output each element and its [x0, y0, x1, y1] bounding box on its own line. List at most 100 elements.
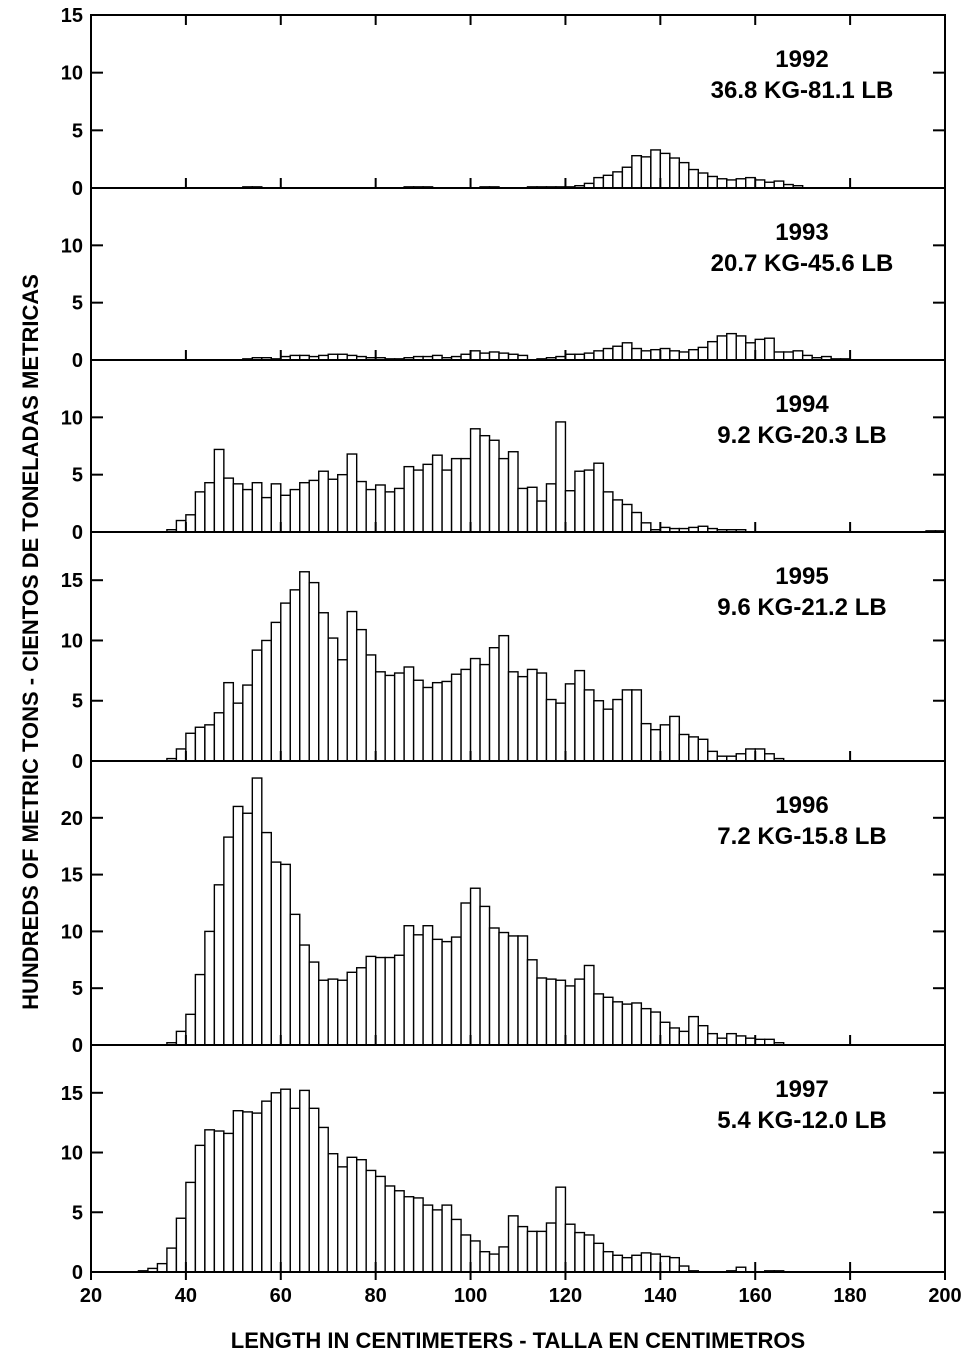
- bar-1993-134: [631, 347, 643, 361]
- panel-year-1996: 1996: [775, 792, 828, 819]
- bar-1995-70: [327, 637, 339, 762]
- panel-1996: 0 5 10 15 20 1996 7.2 KG-15.8 LB: [61, 760, 946, 1057]
- bar-1995-74: [346, 610, 358, 762]
- bar-1994-120: [564, 490, 576, 533]
- bar-1996-132: [621, 1003, 633, 1046]
- bar-1997-78: [365, 1169, 377, 1273]
- bar-1996-154: [726, 1032, 737, 1046]
- bar-1995-60: [280, 602, 291, 762]
- panel-weight-1993: 20.7 KG-45.6 LB: [711, 250, 894, 277]
- bar-1997-104: [488, 1253, 500, 1273]
- bar-1995-136: [640, 722, 652, 762]
- x-tick-label-100: 100: [454, 1285, 487, 1307]
- bar-1995-118: [555, 702, 567, 762]
- bar-1994-130: [612, 499, 624, 533]
- bar-1995-48: [223, 681, 235, 762]
- bar-1994-100: [469, 428, 481, 533]
- x-tick-label-40: 40: [175, 1285, 197, 1307]
- bar-1994-38: [175, 519, 187, 533]
- bar-1997-132: [621, 1256, 633, 1273]
- bar-1994-136: [640, 522, 652, 533]
- bar-1996-138: [650, 1011, 662, 1046]
- bar-1995-66: [308, 581, 320, 762]
- bar-1992-158: [745, 176, 756, 189]
- bar-1994-112: [526, 486, 538, 533]
- panel-weight-1996: 7.2 KG-15.8 LB: [717, 823, 886, 850]
- bar-1996-124: [583, 964, 595, 1046]
- bar-1996-116: [545, 978, 557, 1046]
- bar-1997-130: [612, 1254, 624, 1273]
- bar-1996-70: [327, 978, 339, 1046]
- y-tick-label-1994-5: 5: [72, 465, 83, 487]
- bar-1997-40: [185, 1181, 197, 1273]
- bar-1992-134: [631, 155, 643, 189]
- bar-1997-110: [517, 1225, 529, 1273]
- bar-1994-60: [280, 494, 291, 533]
- bar-1994-104: [488, 439, 500, 533]
- bar-1995-88: [412, 679, 424, 762]
- bar-1996-66: [308, 961, 320, 1046]
- bar-1992-146: [688, 168, 699, 189]
- bar-1993-130: [612, 345, 624, 361]
- bar-1996-144: [678, 1030, 690, 1046]
- bar-1993-150: [707, 340, 718, 361]
- bar-1996-82: [384, 956, 396, 1046]
- bar-1996-42: [194, 973, 206, 1046]
- bar-1993-124: [583, 352, 595, 361]
- y-tick-label-1995-15: 15: [61, 570, 83, 592]
- panel-weight-1997: 5.4 KG-12.0 LB: [717, 1107, 886, 1134]
- bar-1996-58: [270, 861, 282, 1046]
- bar-1997-52: [242, 1111, 254, 1273]
- bar-1997-48: [223, 1132, 235, 1273]
- y-tick-label-1992-10: 10: [61, 63, 83, 85]
- bar-1997-94: [441, 1204, 453, 1273]
- bar-1996-126: [593, 993, 605, 1046]
- bar-1997-98: [460, 1234, 472, 1273]
- bar-1996-80: [374, 956, 386, 1046]
- bar-1995-124: [583, 689, 595, 762]
- bar-1997-106: [498, 1246, 510, 1273]
- bar-1995-150: [707, 750, 718, 762]
- bar-1995-158: [745, 748, 756, 762]
- bar-1997-90: [422, 1204, 434, 1273]
- bar-1995-128: [602, 708, 614, 762]
- bar-1997-44: [204, 1129, 216, 1273]
- panel-frame-1997: [90, 1044, 946, 1273]
- bar-1995-120: [564, 683, 576, 762]
- bar-1995-46: [213, 712, 225, 762]
- y-tick-label-1994-0: 0: [72, 522, 83, 544]
- bar-1996-158: [745, 1037, 756, 1046]
- bar-1992-154: [726, 179, 737, 189]
- bar-1997-34: [156, 1262, 168, 1273]
- y-tick-label-1992-5: 5: [72, 120, 83, 142]
- bar-1996-94: [441, 940, 453, 1046]
- bar-1997-74: [346, 1156, 358, 1273]
- bar-1992-126: [593, 176, 605, 189]
- bar-1994-124: [583, 469, 595, 533]
- bar-1996-134: [631, 1002, 643, 1046]
- panel-year-1997: 1997: [775, 1076, 828, 1103]
- bar-1995-40: [185, 732, 197, 762]
- bar-1994-110: [517, 487, 529, 533]
- bar-1995-140: [659, 724, 671, 762]
- bar-1993-104: [488, 351, 500, 361]
- bar-1993-136: [640, 350, 652, 361]
- bar-1996-72: [337, 979, 348, 1046]
- bar-1996-46: [213, 884, 225, 1046]
- bar-1993-154: [726, 332, 737, 361]
- bar-1994-132: [621, 503, 633, 533]
- bar-1996-146: [688, 1015, 699, 1046]
- x-tick-label-180: 180: [833, 1285, 866, 1307]
- bar-1993-148: [697, 346, 709, 361]
- bar-1996-122: [574, 978, 586, 1046]
- bar-1996-108: [507, 935, 519, 1046]
- bar-1995-102: [479, 663, 491, 762]
- bar-1997-36: [166, 1247, 178, 1273]
- bar-1992-160: [754, 179, 766, 189]
- bar-1995-142: [669, 715, 681, 762]
- bar-1994-66: [308, 479, 320, 533]
- bar-1996-98: [460, 902, 472, 1046]
- panel-weight-1992: 36.8 KG-81.1 LB: [711, 77, 894, 104]
- bar-1994-72: [337, 473, 348, 533]
- bar-1997-114: [536, 1230, 548, 1273]
